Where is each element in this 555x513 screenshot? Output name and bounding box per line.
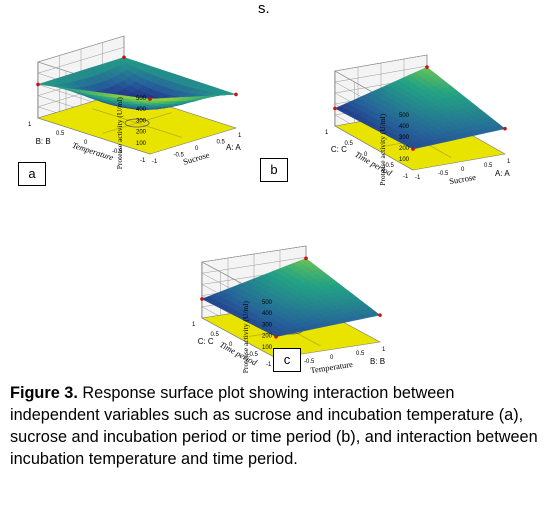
design-point (122, 55, 126, 60)
x-tick-label: -0.5 (304, 359, 315, 365)
z-axis: 100 200 300 400 500 Protease activity (U/ml) (241, 300, 273, 373)
design-point (200, 297, 204, 301)
x-tick-label: 0 (461, 167, 465, 173)
z-axis: 100 200 300 400 500 Protease activity (U/ml) (115, 96, 147, 169)
z-tick-label: 200 (136, 130, 147, 136)
z-tick-label: 500 (262, 300, 273, 306)
surface-plot-c: 100 200 300 400 500 Protease activity (U/ml) -… (158, 212, 418, 380)
surface-plot-b: 100 200 300 400 500 Protease activity (U/ml) -… (260, 22, 550, 190)
x-tick-label: 0 (195, 146, 199, 152)
design-point (36, 82, 40, 87)
z-tick-label: 100 (262, 345, 273, 351)
x-axis-name: Sucrose (448, 172, 476, 187)
z-tick-label: 300 (262, 322, 273, 328)
x-tick-label: 1 (507, 159, 511, 165)
x-axis-name: Temperature (310, 359, 354, 375)
z-axis: 100 200 300 400 500 Protease activity (U/ml) (378, 113, 410, 186)
contour-ellipse (124, 118, 150, 128)
y-tick-label: -0.5 (248, 352, 259, 358)
x-tick-label: -0.5 (438, 171, 449, 177)
panel-label-c: c (273, 348, 301, 372)
design-point (411, 147, 415, 151)
x-axis: -1 -0.5 0 0.5 1 Sucrose A: A (415, 159, 511, 186)
x-tick-label: 0.5 (484, 163, 493, 169)
z-tick-label: 400 (136, 107, 147, 113)
x-tick-label: 0 (330, 355, 334, 361)
panel-label-a: a (18, 162, 46, 186)
y-tick-label: 0 (364, 152, 368, 158)
surface-cell (223, 91, 237, 95)
design-point (304, 256, 308, 261)
y-tick-label: 1 (28, 122, 32, 128)
z-tick-label: 100 (399, 157, 410, 163)
y-tick-label: 0.5 (345, 141, 354, 147)
design-point (503, 126, 507, 131)
x-axis-code: A: A (226, 143, 241, 152)
z-tick-label: 500 (136, 96, 147, 102)
response-surface (200, 256, 382, 339)
y-tick-label: -1 (140, 158, 146, 164)
z-tick-label: 200 (399, 146, 410, 152)
design-point (274, 334, 278, 339)
y-axis-name: Temperature (71, 140, 115, 163)
design-point (234, 92, 238, 97)
z-tick-label: 300 (399, 135, 410, 141)
surface-cell (368, 311, 381, 317)
x-tick-label: -1 (152, 159, 158, 165)
y-tick-label: -0.5 (112, 149, 123, 155)
y-tick-label: 0.5 (211, 332, 220, 338)
y-tick-label: 1 (192, 322, 196, 328)
panel-label-b: b (260, 158, 288, 182)
surface-cell (493, 124, 506, 131)
y-tick-label: 0.5 (56, 131, 65, 137)
z-tick-label: 400 (399, 124, 410, 130)
figure-caption: Figure 3. Response surface plot showing … (10, 382, 548, 470)
design-point (378, 313, 382, 317)
x-axis-code: B: B (370, 357, 385, 366)
contour-line (92, 108, 182, 138)
x-tick-label: 0.5 (217, 140, 226, 146)
z-axis-label: Protease activity (U/ml) (378, 113, 387, 186)
y-tick-label: 0 (229, 342, 233, 348)
x-tick-label: 1 (238, 133, 242, 139)
design-point (425, 65, 429, 69)
y-tick-label: 0 (84, 140, 88, 146)
z-tick-label: 400 (262, 311, 273, 317)
y-tick-label: -0.5 (384, 163, 395, 169)
design-point (333, 106, 337, 111)
x-tick-label: -0.5 (174, 153, 185, 159)
y-axis-code: C: C (331, 145, 347, 154)
stray-text: s. (258, 0, 270, 17)
y-axis-code: B: B (36, 137, 51, 146)
z-axis-label: Protease activity (U/ml) (115, 97, 124, 170)
z-tick-label: 300 (136, 118, 147, 124)
z-axis-label: Protease activity (U/ml) (241, 301, 250, 374)
x-tick-label: -1 (415, 175, 421, 181)
caption-label: Figure 3. (10, 384, 78, 402)
z-tick-label: 200 (262, 334, 273, 340)
response-surface (333, 65, 507, 151)
z-tick-label: 100 (136, 141, 147, 147)
design-point (148, 97, 152, 101)
response-surface (36, 55, 238, 110)
x-axis-code: A: A (495, 169, 510, 178)
y-axis-code: C: C (198, 337, 214, 346)
caption-text: Response surface plot showing interactio… (10, 384, 538, 468)
x-tick-label: 1 (382, 347, 386, 353)
z-tick-label: 500 (399, 113, 410, 119)
surface-plot-a: 100 200 300 400 500 Protease activity (U/ml) -… (0, 4, 270, 186)
y-tick-label: -1 (403, 174, 409, 180)
x-tick-label: 0.5 (356, 351, 365, 357)
y-tick-label: -1 (266, 362, 272, 368)
y-tick-label: 1 (325, 130, 329, 136)
x-axis-name: Sucrose (182, 149, 211, 166)
